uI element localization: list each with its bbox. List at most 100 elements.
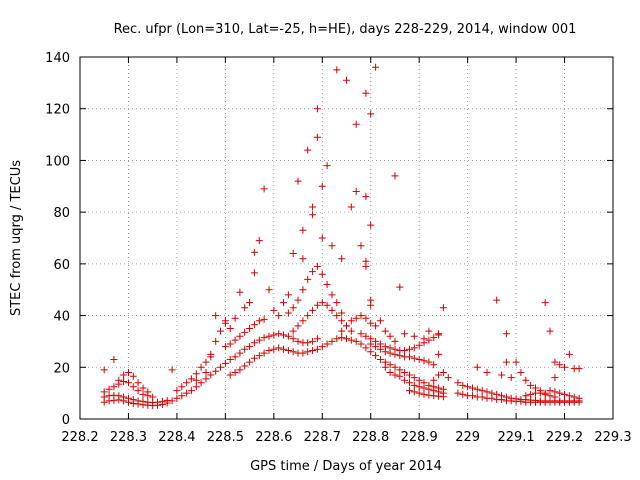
data-point (556, 389, 564, 397)
x-tick-label: 228.9 (401, 430, 438, 445)
data-point (246, 343, 254, 351)
data-point (255, 336, 263, 344)
data-point (309, 306, 317, 314)
data-point (357, 312, 365, 320)
data-point (372, 343, 380, 351)
data-point (338, 334, 346, 342)
data-point (473, 385, 481, 393)
data-point (478, 387, 486, 395)
data-point (125, 394, 132, 402)
data-point (313, 105, 321, 113)
data-point (406, 353, 413, 361)
data-point (391, 350, 399, 358)
data-point (541, 299, 549, 307)
data-point (376, 317, 384, 325)
x-tick-label: 229.1 (497, 430, 534, 445)
data-point (517, 397, 525, 405)
data-point (120, 378, 128, 385)
data-point (478, 393, 486, 401)
data-point (536, 389, 544, 397)
data-point (115, 392, 123, 400)
data-point (187, 375, 195, 383)
data-point (391, 337, 399, 345)
data-point (163, 396, 171, 404)
data-point (289, 348, 297, 356)
data-point (250, 321, 258, 329)
data-point (280, 331, 287, 339)
data-point (299, 349, 307, 357)
data-point (270, 345, 278, 353)
data-point (357, 340, 365, 348)
data-point (129, 396, 137, 404)
data-point (250, 269, 258, 277)
data-point (328, 291, 336, 299)
data-point (217, 327, 224, 335)
data-point (323, 340, 331, 348)
data-point (386, 349, 394, 357)
data-point (570, 393, 578, 401)
data-point (410, 374, 418, 382)
data-point (260, 349, 268, 357)
data-point (541, 390, 549, 398)
data-point (144, 388, 152, 396)
grid-lines (80, 57, 613, 419)
data-point (139, 384, 147, 392)
data-point (294, 322, 302, 330)
data-point (231, 369, 239, 376)
data-point (406, 379, 413, 387)
data-point (352, 314, 360, 322)
data-point (498, 371, 506, 379)
data-point (139, 390, 147, 398)
data-point (338, 309, 346, 317)
data-point (406, 345, 413, 353)
data-point (522, 392, 530, 400)
data-point (367, 110, 375, 118)
data-point (502, 358, 510, 366)
data-point (425, 385, 433, 393)
data-point (343, 335, 350, 343)
data-point (217, 363, 224, 371)
data-point (241, 345, 249, 353)
data-point (435, 330, 443, 338)
data-point (498, 396, 506, 404)
data-point (435, 392, 443, 400)
data-point (517, 369, 525, 376)
x-tick-label: 229.2 (546, 430, 583, 445)
data-point (275, 344, 283, 352)
data-point (362, 344, 370, 352)
data-point (415, 376, 423, 384)
data-point (401, 330, 409, 338)
data-point (488, 394, 496, 402)
x-tick-label: 228.6 (255, 430, 292, 445)
data-point (420, 335, 428, 343)
data-point (284, 291, 292, 299)
data-point (367, 340, 375, 348)
data-point (415, 356, 423, 363)
x-tick-label: 228.8 (352, 430, 389, 445)
data-point (406, 371, 413, 379)
data-point (522, 376, 530, 384)
data-point (362, 262, 370, 270)
data-point (265, 286, 273, 294)
data-point (309, 347, 317, 354)
data-point (284, 309, 292, 317)
data-point (551, 393, 559, 401)
y-axis-label: STEC from uqrg / TECUs (9, 160, 24, 316)
data-point (347, 336, 355, 344)
data-point (439, 369, 447, 376)
data-point (226, 356, 234, 363)
data-point (318, 270, 326, 278)
data-point (410, 344, 418, 352)
data-point (565, 392, 573, 400)
data-point (226, 340, 234, 348)
data-point (289, 304, 297, 312)
data-point (187, 387, 195, 395)
data-point (173, 387, 181, 395)
x-tick-label: 229 (455, 430, 480, 445)
data-point (386, 361, 394, 369)
data-point (250, 248, 258, 256)
data-point (289, 250, 297, 257)
data-point (212, 312, 220, 320)
data-point (333, 335, 341, 343)
